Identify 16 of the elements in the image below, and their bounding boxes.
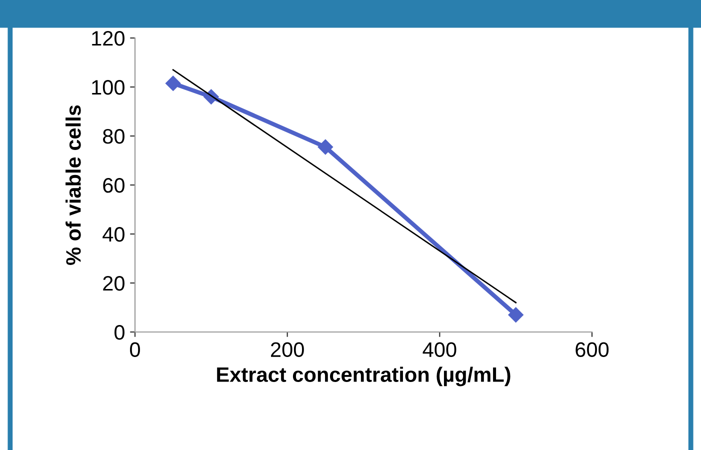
y-axis-title: % of viable cells	[66, 105, 81, 265]
x-tick-label: 200	[271, 342, 304, 358]
point	[508, 307, 524, 322]
y-tick-label: 100	[92, 80, 124, 95]
y-tick-label: 120	[92, 31, 124, 46]
y-tick-label: 80	[103, 129, 124, 144]
point	[318, 139, 333, 155]
y-tick-label: 40	[102, 227, 124, 242]
x-tick-label: 600	[576, 342, 609, 358]
x-tick-label: 0	[130, 342, 140, 358]
x-tick-label: 400	[422, 342, 456, 358]
point	[166, 76, 181, 91]
y-tick-label: 60	[103, 178, 124, 193]
y-tick-label: 20	[103, 276, 124, 291]
x-axis-title: Extract concentration (µg/mL)	[217, 366, 510, 386]
y-tick-label: 0	[114, 325, 124, 340]
